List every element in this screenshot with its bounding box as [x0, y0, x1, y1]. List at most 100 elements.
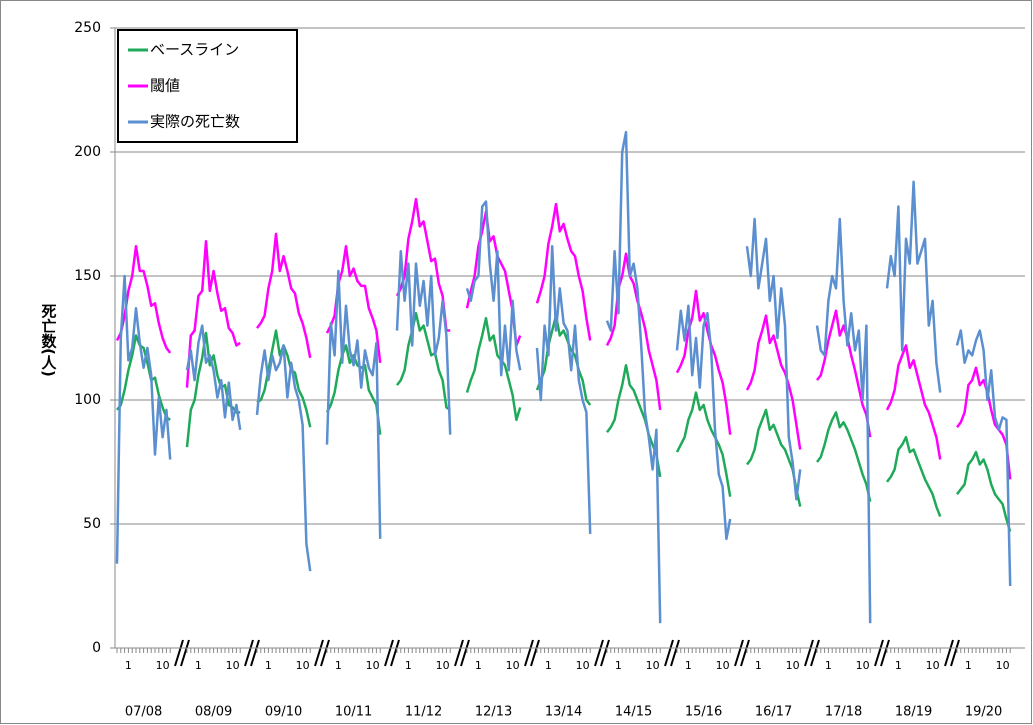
axis-break — [670, 639, 680, 667]
series-line — [395, 197, 451, 332]
series-line — [325, 269, 382, 539]
axis-break — [740, 639, 750, 667]
x-tick-label: 1 — [335, 659, 342, 672]
series-line — [606, 364, 662, 478]
axis-break — [524, 639, 534, 667]
season-label: 19/20 — [965, 705, 1002, 720]
series-line — [956, 450, 1012, 532]
season-label: 11/12 — [405, 705, 442, 720]
x-tick-label: 10 — [786, 659, 800, 672]
axis-break — [320, 639, 330, 667]
series-line — [955, 329, 1012, 587]
season-label: 09/10 — [265, 705, 302, 720]
x-tick-label: 1 — [545, 659, 552, 672]
series-line — [535, 244, 592, 534]
series-line — [956, 366, 1012, 480]
series-line — [465, 200, 522, 377]
legend-label: 実際の死亡数 — [150, 113, 240, 131]
x-tick-label: 1 — [195, 659, 202, 672]
x-tick-label: 1 — [405, 659, 412, 672]
x-tick-label: 10 — [716, 659, 730, 672]
season-label: 13/14 — [545, 705, 582, 720]
series-line — [675, 289, 732, 435]
y-tick-label: 100 — [74, 392, 101, 408]
season-label: 07/08 — [125, 705, 162, 720]
series-line — [115, 274, 172, 564]
axis-break — [664, 639, 674, 667]
season-label: 15/16 — [685, 705, 722, 720]
series-line — [255, 344, 312, 572]
y-tick-label: 150 — [74, 268, 101, 284]
axis-break — [250, 639, 260, 667]
x-tick-label: 1 — [965, 659, 972, 672]
x-tick-label: 1 — [685, 659, 692, 672]
series-line — [885, 344, 942, 460]
axis-break — [804, 639, 814, 667]
series-line — [746, 408, 802, 507]
axis-break — [880, 639, 890, 667]
x-tick-label: 10 — [996, 659, 1010, 672]
axis-break — [950, 639, 960, 667]
series-line — [535, 202, 592, 341]
season-label: 08/09 — [195, 705, 232, 720]
series-line — [535, 314, 592, 406]
y-tick-label: 0 — [92, 640, 101, 656]
axis-break — [314, 639, 324, 667]
y-tick-label: 250 — [74, 20, 101, 36]
series-line — [675, 304, 732, 541]
x-tick-label: 10 — [506, 659, 520, 672]
axis-break — [594, 639, 604, 667]
season-label: 16/17 — [755, 705, 792, 720]
axis-break — [944, 639, 954, 667]
x-tick-label: 10 — [646, 659, 660, 672]
series-line — [256, 232, 312, 359]
x-tick-label: 1 — [475, 659, 482, 672]
axis-break — [384, 639, 394, 667]
x-tick-label: 1 — [125, 659, 132, 672]
axis-break — [244, 639, 254, 667]
x-tick-label: 10 — [296, 659, 310, 672]
series-line — [396, 311, 451, 411]
series-line — [886, 435, 942, 518]
x-tick-label: 10 — [226, 659, 240, 672]
axis-break — [810, 639, 820, 667]
x-tick-label: 1 — [755, 659, 762, 672]
x-tick-label: 1 — [895, 659, 902, 672]
x-tick-label: 10 — [576, 659, 590, 672]
series-line — [605, 130, 662, 624]
series-line — [325, 344, 382, 435]
series-line — [185, 324, 242, 430]
x-tick-label: 10 — [156, 659, 170, 672]
x-tick-label: 1 — [265, 659, 272, 672]
season-label: 17/18 — [825, 705, 862, 720]
series-line — [745, 314, 802, 450]
x-tick-label: 10 — [366, 659, 380, 672]
season-label: 14/15 — [615, 705, 652, 720]
axis-break — [454, 639, 464, 667]
series-line — [816, 411, 872, 502]
series-line — [395, 249, 452, 435]
axis-break — [174, 639, 184, 667]
axis-break — [874, 639, 884, 667]
legend-label: 閾値 — [150, 77, 180, 95]
series-line — [605, 252, 662, 411]
series-line — [745, 217, 802, 501]
axis-break — [460, 639, 470, 667]
x-tick-label: 10 — [926, 659, 940, 672]
series-line — [675, 391, 732, 497]
axis-break — [390, 639, 400, 667]
y-tick-label: 50 — [83, 516, 101, 532]
series-line — [185, 240, 241, 388]
y-axis-label: 死亡数(人) — [40, 303, 58, 377]
season-label: 18/19 — [895, 705, 932, 720]
series-line — [465, 316, 522, 422]
x-tick-label: 10 — [436, 659, 450, 672]
season-label: 10/11 — [335, 705, 372, 720]
series-line — [116, 334, 171, 421]
axis-break — [530, 639, 540, 667]
legend-label: ベースライン — [150, 41, 239, 59]
series-line — [815, 217, 872, 624]
axis-break — [180, 639, 190, 667]
season-label: 12/13 — [475, 705, 512, 720]
